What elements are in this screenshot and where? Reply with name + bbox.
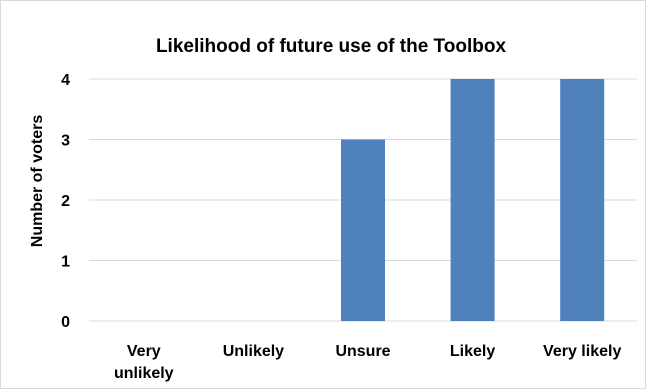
x-tick-label: Very unlikely — [114, 343, 174, 382]
x-tick-label-line: Very likely — [543, 343, 621, 360]
y-axis-ticks: 0 1 2 3 4 — [61, 72, 70, 331]
x-tick-label-line: Very — [127, 343, 161, 360]
x-tick-label: Likely — [450, 343, 495, 360]
y-tick-label: 3 — [61, 133, 70, 150]
y-axis-label: Number of voters — [29, 115, 46, 248]
bar-likely — [450, 79, 495, 321]
chart-title: Likelihood of future use of the Toolbox — [156, 36, 507, 57]
x-axis-ticks: Very unlikely Unlikely Unsure Likely Very lik… — [114, 343, 621, 382]
y-tick-label: 1 — [61, 254, 70, 271]
x-tick-label: Unsure — [335, 343, 390, 360]
bar-very-likely — [560, 79, 605, 321]
x-tick-label: Very likely — [543, 343, 621, 360]
x-tick-label-line: Unlikely — [223, 343, 284, 360]
bar-unsure — [341, 139, 385, 321]
bars — [341, 79, 605, 321]
x-tick-label-line: unlikely — [114, 365, 174, 382]
y-tick-label: 0 — [61, 314, 70, 331]
x-tick-label-line: Likely — [450, 343, 495, 360]
y-tick-label: 2 — [61, 193, 70, 210]
y-tick-label: 4 — [61, 72, 70, 89]
x-tick-label-line: Unsure — [335, 343, 390, 360]
x-tick-label: Unlikely — [223, 343, 284, 360]
